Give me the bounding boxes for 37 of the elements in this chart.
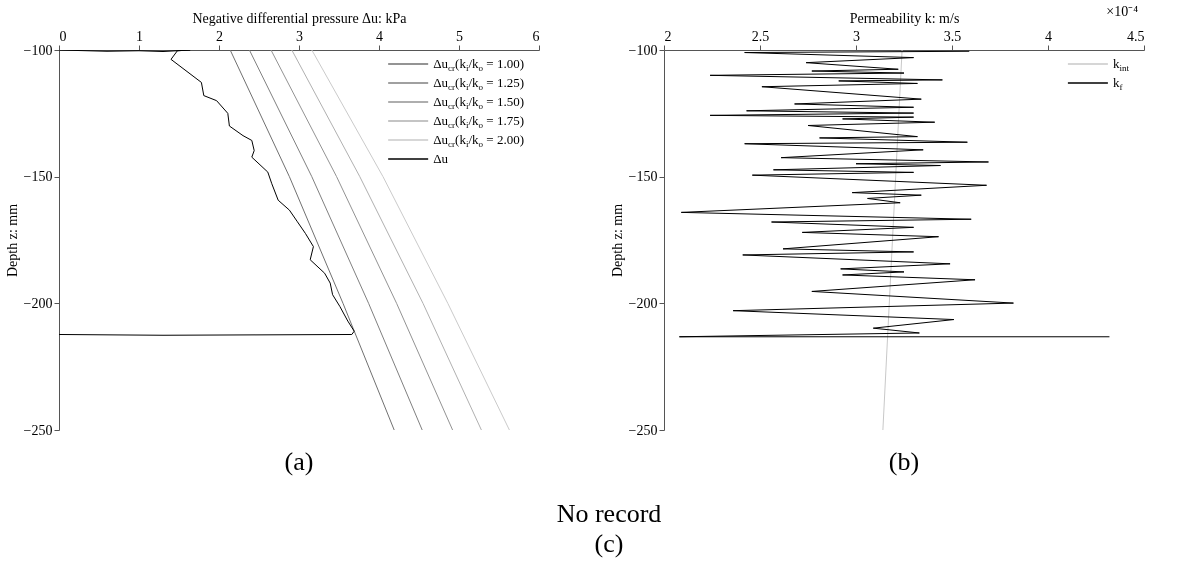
y-tick-label: −150 (23, 169, 53, 185)
x-tick-label: 2 (664, 28, 672, 44)
text: (b) (888, 447, 920, 476)
x-tick-label: 3 (853, 28, 860, 44)
line-series (678, 50, 1110, 338)
x-tick-label: 6 (532, 28, 540, 44)
text: No record (556, 499, 662, 528)
x-tick-label: 3 (296, 28, 303, 44)
line-series (229, 50, 395, 430)
x-axis-title: Negative differential pressure Δu: kPa (192, 10, 408, 26)
y-tick-label: −100 (628, 42, 658, 58)
y-tick-label: −150 (628, 169, 658, 185)
x-tick-label: 3.5 (943, 28, 962, 44)
y-tick-label: −250 (628, 422, 658, 438)
line-series (291, 50, 482, 430)
x-tick-label: 2.5 (751, 28, 770, 44)
y-tick-label: −200 (628, 295, 658, 311)
text: ×10⁻⁴ (1106, 4, 1139, 19)
line-series (59, 50, 355, 336)
x-tick-label: 4.5 (1127, 28, 1145, 44)
x-axis-title: Permeability k: m/s (849, 10, 960, 26)
x-tick-label: 0 (59, 28, 67, 44)
line-series (248, 50, 423, 430)
x-tick-label: 1 (136, 28, 143, 44)
text: (a) (284, 447, 314, 476)
y-axis-title: Depth z: mm (4, 203, 20, 278)
line-series (270, 50, 454, 430)
y-axis-title: Depth z: mm (609, 203, 625, 278)
y-tick-label: −250 (23, 422, 53, 438)
text: (c) (594, 529, 624, 558)
x-tick-label: 5 (456, 28, 463, 44)
x-tick-label: 4 (376, 28, 383, 44)
legend-label: Δu (433, 151, 449, 166)
y-tick-label: −200 (23, 295, 53, 311)
x-tick-label: 2 (216, 28, 223, 44)
x-tick-label: 4 (1045, 28, 1052, 44)
y-tick-label: −100 (23, 42, 53, 58)
